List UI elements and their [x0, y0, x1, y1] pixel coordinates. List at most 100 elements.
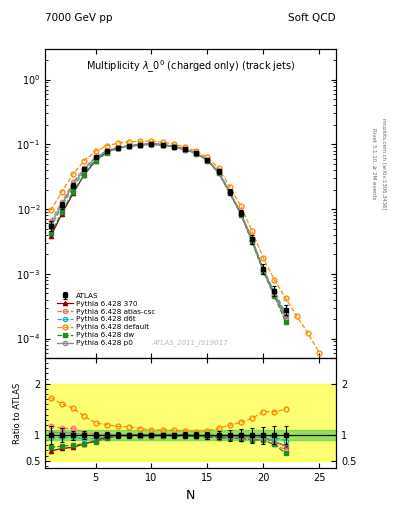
X-axis label: N: N [186, 489, 195, 502]
Text: ATLAS_2011_I919017: ATLAS_2011_I919017 [153, 339, 228, 346]
Pythia 6.428 d6t [149, 141, 154, 147]
Pythia 6.428 atlas-csc [138, 142, 143, 148]
Pythia 6.428 default [205, 154, 210, 160]
Pythia 6.428 dw [239, 211, 243, 218]
Pythia 6.428 dw [60, 209, 64, 215]
Pythia 6.428 p0 [60, 201, 64, 207]
Pythia 6.428 atlas-csc [228, 190, 232, 197]
Pythia 6.428 370 [93, 158, 98, 164]
Pythia 6.428 p0 [261, 267, 266, 273]
Pythia 6.428 370 [272, 291, 277, 297]
Pythia 6.428 370 [138, 141, 143, 147]
Pythia 6.428 dw [160, 142, 165, 148]
Pythia 6.428 dw [272, 293, 277, 300]
Pythia 6.428 p0 [171, 143, 176, 150]
Pythia 6.428 d6t [138, 142, 143, 148]
Pythia 6.428 default [228, 184, 232, 190]
Pythia 6.428 d6t [228, 188, 232, 195]
Y-axis label: Ratio to ATLAS: Ratio to ATLAS [13, 382, 22, 444]
Pythia 6.428 atlas-csc [82, 165, 87, 171]
Pythia 6.428 atlas-csc [261, 268, 266, 274]
Pythia 6.428 default [138, 138, 143, 144]
Text: Rivet 3.1.10, ≥ 2M events: Rivet 3.1.10, ≥ 2M events [372, 128, 376, 200]
Pythia 6.428 370 [71, 190, 75, 197]
Pythia 6.428 dw [183, 147, 187, 153]
Pythia 6.428 370 [283, 313, 288, 319]
Pythia 6.428 370 [228, 189, 232, 196]
Pythia 6.428 p0 [48, 221, 53, 227]
Pythia 6.428 dw [138, 142, 143, 148]
Pythia 6.428 default [171, 141, 176, 147]
Pythia 6.428 d6t [239, 209, 243, 216]
Pythia 6.428 dw [228, 190, 232, 197]
Line: Pythia 6.428 p0: Pythia 6.428 p0 [49, 142, 288, 318]
Pythia 6.428 370 [261, 267, 266, 273]
Pythia 6.428 p0 [205, 157, 210, 163]
Pythia 6.428 dw [250, 239, 255, 245]
Pythia 6.428 370 [194, 150, 198, 156]
Pythia 6.428 370 [116, 144, 120, 151]
Text: Soft QCD: Soft QCD [288, 13, 336, 23]
Pythia 6.428 p0 [239, 210, 243, 217]
Pythia 6.428 dw [194, 151, 198, 157]
Line: Pythia 6.428 d6t: Pythia 6.428 d6t [49, 142, 288, 315]
Pythia 6.428 default [116, 140, 120, 146]
Pythia 6.428 default [216, 165, 221, 171]
Pythia 6.428 atlas-csc [127, 143, 131, 149]
Bar [45, 383, 336, 461]
Pythia 6.428 default [48, 207, 53, 214]
Pythia 6.428 dw [48, 230, 53, 237]
Pythia 6.428 atlas-csc [194, 151, 198, 157]
Pythia 6.428 atlas-csc [205, 158, 210, 164]
Pythia 6.428 atlas-csc [272, 293, 277, 300]
Pythia 6.428 atlas-csc [183, 147, 187, 153]
Pythia 6.428 d6t [48, 224, 53, 230]
Pythia 6.428 default [239, 203, 243, 209]
Pythia 6.428 dw [261, 268, 266, 274]
Pythia 6.428 370 [60, 210, 64, 217]
Pythia 6.428 p0 [183, 146, 187, 153]
Pythia 6.428 d6t [82, 168, 87, 175]
Pythia 6.428 p0 [93, 155, 98, 161]
Pythia 6.428 d6t [127, 143, 131, 149]
Pythia 6.428 d6t [160, 142, 165, 148]
Pythia 6.428 dw [105, 150, 109, 156]
Pythia 6.428 d6t [250, 236, 255, 242]
Pythia 6.428 p0 [216, 169, 221, 175]
Pythia 6.428 atlas-csc [48, 218, 53, 224]
Pythia 6.428 default [82, 158, 87, 164]
Pythia 6.428 370 [127, 143, 131, 149]
Pythia 6.428 d6t [183, 146, 187, 152]
Pythia 6.428 default [294, 313, 299, 319]
Pythia 6.428 atlas-csc [105, 147, 109, 154]
Pythia 6.428 atlas-csc [239, 211, 243, 218]
Pythia 6.428 370 [149, 141, 154, 147]
Pythia 6.428 atlas-csc [149, 141, 154, 147]
Pythia 6.428 default [105, 143, 109, 149]
Pythia 6.428 atlas-csc [116, 144, 120, 151]
Pythia 6.428 default [127, 139, 131, 145]
Text: mcplots.cern.ch [arXiv:1306.3436]: mcplots.cern.ch [arXiv:1306.3436] [381, 118, 386, 209]
Pythia 6.428 d6t [216, 168, 221, 175]
Pythia 6.428 atlas-csc [250, 239, 255, 245]
Pythia 6.428 atlas-csc [71, 179, 75, 185]
Pythia 6.428 default [272, 277, 277, 283]
Pythia 6.428 370 [171, 143, 176, 150]
Pythia 6.428 p0 [250, 237, 255, 243]
Pythia 6.428 default [306, 330, 310, 336]
Pythia 6.428 default [149, 138, 154, 144]
Pythia 6.428 d6t [171, 143, 176, 150]
Pythia 6.428 d6t [60, 203, 64, 209]
Pythia 6.428 dw [283, 319, 288, 325]
Pythia 6.428 p0 [272, 291, 277, 297]
Pythia 6.428 dw [93, 158, 98, 164]
Pythia 6.428 default [317, 350, 321, 356]
Pythia 6.428 d6t [272, 289, 277, 295]
Pythia 6.428 370 [82, 172, 87, 178]
Pythia 6.428 default [283, 295, 288, 301]
Pythia 6.428 default [71, 170, 75, 177]
Pythia 6.428 default [183, 144, 187, 151]
Pythia 6.428 370 [105, 149, 109, 155]
Pythia 6.428 370 [239, 210, 243, 217]
Pythia 6.428 d6t [116, 145, 120, 151]
